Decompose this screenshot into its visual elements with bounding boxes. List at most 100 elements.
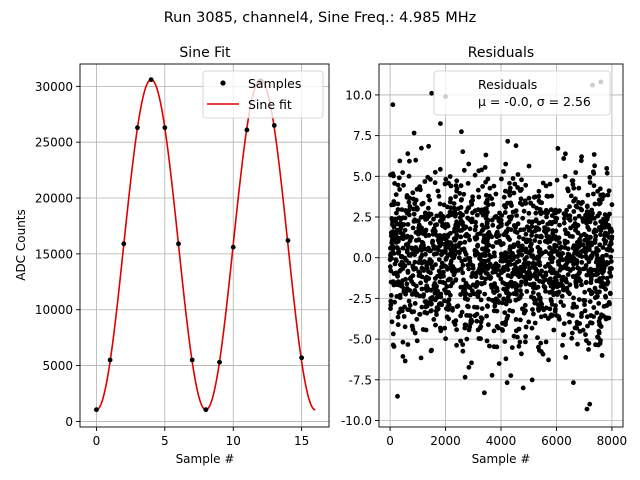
- residual-point: [402, 215, 408, 221]
- residual-point: [551, 279, 557, 285]
- residual-point: [517, 339, 523, 345]
- residual-point: [536, 188, 542, 194]
- residual-point: [414, 338, 420, 344]
- residual-point: [604, 260, 610, 265]
- residual-point: [445, 277, 451, 283]
- residual-point: [395, 314, 401, 320]
- residual-point: [527, 266, 532, 271]
- residual-point: [537, 271, 543, 277]
- residual-point: [511, 244, 516, 250]
- residual-point: [597, 289, 602, 295]
- residual-point: [515, 254, 520, 259]
- residual-point: [485, 304, 490, 309]
- residual-point: [463, 252, 469, 257]
- residual-point: [399, 254, 404, 260]
- residual-point: [502, 310, 508, 315]
- residual-point: [561, 156, 567, 161]
- residual-point: [410, 225, 416, 231]
- residual-point: [579, 260, 585, 265]
- residual-point: [460, 220, 465, 226]
- residual-point: [496, 218, 502, 224]
- residual-point: [442, 181, 448, 187]
- residual-point: [416, 273, 422, 279]
- residual-point: [423, 227, 429, 233]
- residual-point: [446, 252, 451, 258]
- residual-point: [475, 187, 481, 193]
- residual-point: [510, 308, 516, 314]
- residual-point: [507, 254, 512, 260]
- residual-point: [592, 267, 598, 273]
- residual-point: [485, 271, 490, 277]
- residual-point: [474, 280, 480, 285]
- sine-fit-ytick-label: 20000: [35, 192, 73, 206]
- residual-point: [520, 215, 526, 221]
- residual-point: [460, 284, 466, 290]
- residual-point: [555, 252, 561, 258]
- residual-point: [472, 235, 478, 241]
- residual-point: [516, 296, 521, 302]
- residual-point: [537, 348, 542, 353]
- residual-point: [457, 191, 463, 196]
- residual-point: [479, 275, 485, 281]
- residual-point: [585, 323, 590, 329]
- residual-point: [402, 304, 407, 310]
- residual-point: [511, 333, 517, 339]
- residual-point: [567, 291, 572, 297]
- residual-point: [522, 256, 528, 262]
- residual-point: [605, 192, 611, 198]
- residual-point: [416, 269, 421, 275]
- residual-point: [543, 277, 548, 283]
- sine-fit-ylabel: ADC Counts: [14, 209, 28, 281]
- residual-point: [579, 311, 584, 316]
- residual-point: [436, 247, 441, 253]
- residual-point: [396, 175, 402, 181]
- residual-point: [406, 298, 412, 304]
- residual-point: [592, 163, 597, 169]
- residual-point: [496, 272, 501, 278]
- residual-point: [496, 300, 502, 305]
- residual-point: [527, 243, 533, 249]
- residual-point: [445, 232, 451, 238]
- residual-point: [467, 226, 473, 232]
- residuals-xtick-label: 2000: [430, 434, 461, 448]
- residual-point: [475, 231, 480, 237]
- residual-point: [413, 218, 419, 224]
- residual-point: [591, 191, 596, 197]
- residual-point: [588, 320, 593, 326]
- residual-point: [451, 236, 457, 242]
- residual-point: [446, 302, 452, 308]
- residual-point: [560, 287, 566, 292]
- residuals-title: Residuals: [468, 45, 534, 61]
- residual-point: [458, 338, 463, 344]
- residual-point: [597, 242, 603, 248]
- residual-point: [430, 228, 436, 234]
- residual-point: [609, 248, 615, 254]
- residual-point: [428, 211, 434, 217]
- residual-point: [404, 194, 410, 200]
- residual-point: [426, 245, 431, 251]
- residual-point: [572, 216, 578, 222]
- sample-point: [176, 241, 181, 247]
- residual-point: [576, 185, 582, 191]
- residual-point: [552, 308, 558, 314]
- residual-point: [423, 286, 429, 291]
- residual-point: [546, 357, 551, 363]
- residual-point: [529, 377, 535, 383]
- residual-point: [467, 324, 473, 330]
- residual-point: [391, 344, 397, 349]
- residual-point: [437, 166, 443, 172]
- residual-point: [422, 179, 428, 184]
- residual-point: [432, 180, 438, 186]
- sample-point: [299, 355, 305, 361]
- residual-point: [569, 330, 575, 336]
- residual-point: [591, 305, 597, 310]
- residual-point: [395, 207, 401, 212]
- residual-point: [474, 305, 480, 310]
- residual-point: [507, 188, 513, 194]
- residual-point: [441, 241, 447, 247]
- residual-point: [496, 361, 502, 366]
- residual-point: [568, 193, 574, 199]
- residual-point: [441, 214, 446, 220]
- residual-point: [523, 231, 529, 237]
- residual-point: [434, 213, 440, 219]
